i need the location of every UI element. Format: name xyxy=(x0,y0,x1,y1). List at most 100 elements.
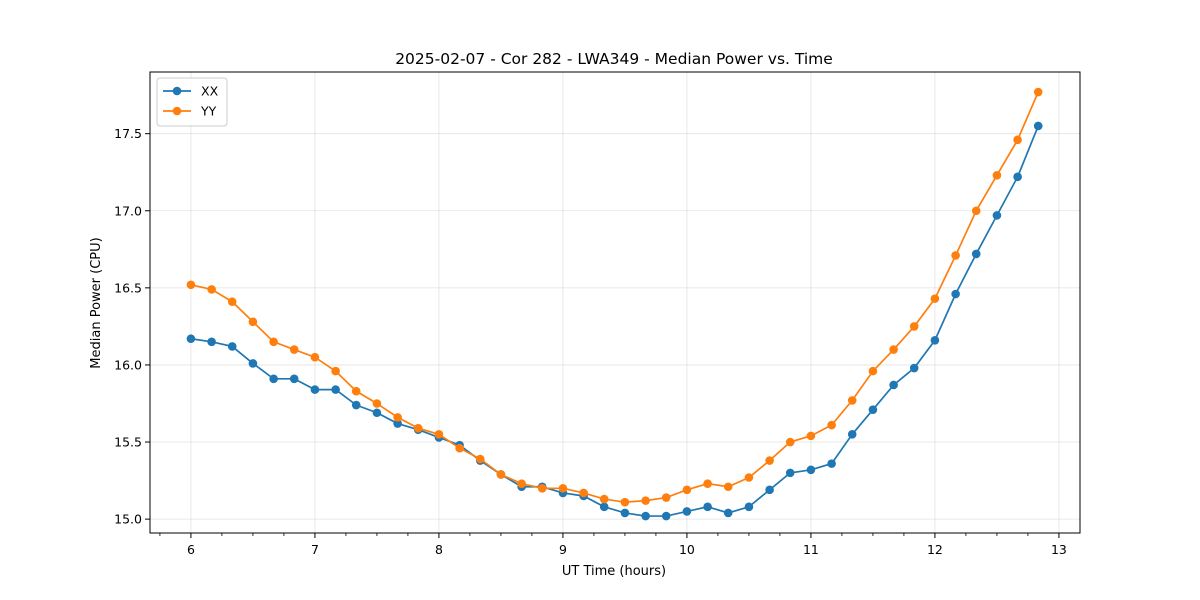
data-point-xx xyxy=(351,400,361,410)
y-axis-label: Median Power (CPU) xyxy=(89,237,104,368)
data-point-xx xyxy=(620,508,630,518)
data-point-xx xyxy=(785,468,795,478)
data-point-yy xyxy=(827,420,836,430)
data-point-xx xyxy=(930,335,940,345)
y-tick-label: 15.5 xyxy=(114,435,142,450)
data-point-yy xyxy=(641,496,650,505)
data-point-yy xyxy=(186,280,196,290)
data-point-yy xyxy=(289,345,299,354)
data-point-yy xyxy=(930,294,940,303)
data-point-yy xyxy=(269,337,278,347)
data-point-xx xyxy=(641,511,650,521)
legend-marker-xx xyxy=(172,86,182,96)
legend-label-xx: XX xyxy=(201,84,219,99)
data-point-yy xyxy=(558,483,568,493)
data-point-yy xyxy=(248,317,258,327)
data-point-yy xyxy=(682,485,692,495)
x-tick-label: 11 xyxy=(803,542,819,557)
data-point-yy xyxy=(372,399,382,408)
y-tick-label: 16.0 xyxy=(114,357,142,372)
y-tick-label: 17.0 xyxy=(114,203,142,218)
chart-title: 2025-02-07 - Cor 282 - LWA349 - Median P… xyxy=(395,50,833,68)
data-point-xx xyxy=(847,430,857,439)
data-point-yy xyxy=(579,488,588,498)
legend-label-yy: YY xyxy=(200,104,217,119)
data-point-yy xyxy=(537,483,547,493)
data-point-xx xyxy=(744,502,754,512)
data-point-xx xyxy=(393,419,402,428)
data-point-yy xyxy=(1033,87,1043,97)
data-point-yy xyxy=(806,431,816,441)
data-point-yy xyxy=(951,251,960,260)
data-point-yy xyxy=(1013,135,1022,145)
x-tick-label: 13 xyxy=(1051,542,1067,557)
data-point-xx xyxy=(1033,121,1043,131)
data-point-yy xyxy=(992,171,1002,180)
data-point-xx xyxy=(1013,172,1022,182)
data-point-yy xyxy=(868,366,878,376)
data-point-xx xyxy=(661,511,671,521)
data-point-xx xyxy=(227,342,237,351)
data-point-xx xyxy=(310,385,320,394)
data-point-yy xyxy=(207,285,216,294)
data-point-yy xyxy=(971,206,981,216)
data-point-yy xyxy=(661,493,671,502)
data-point-yy xyxy=(744,473,754,482)
y-tick-label: 16.5 xyxy=(114,280,142,295)
x-tick-label: 6 xyxy=(187,542,195,557)
data-point-xx xyxy=(723,508,733,518)
x-tick-label: 10 xyxy=(679,542,695,557)
data-point-xx xyxy=(269,374,278,384)
data-point-xx xyxy=(806,465,816,475)
data-point-yy xyxy=(517,479,526,488)
data-point-xx xyxy=(331,385,340,394)
data-point-yy xyxy=(475,454,485,464)
data-point-xx xyxy=(951,289,960,299)
data-point-yy xyxy=(599,494,609,504)
data-point-yy xyxy=(889,345,898,354)
data-point-yy xyxy=(723,482,733,492)
legend-marker-yy xyxy=(172,106,182,116)
data-point-yy xyxy=(393,413,402,422)
data-point-xx xyxy=(372,408,382,418)
y-tick-label: 15.0 xyxy=(114,512,142,527)
data-point-xx xyxy=(868,405,878,414)
data-point-yy xyxy=(227,297,237,307)
data-point-yy xyxy=(620,497,630,507)
data-point-yy xyxy=(909,322,919,331)
data-point-yy xyxy=(310,352,320,362)
data-point-xx xyxy=(889,380,898,390)
data-point-xx xyxy=(248,359,258,368)
data-point-xx xyxy=(992,211,1002,220)
data-point-yy xyxy=(703,479,712,488)
x-tick-label: 8 xyxy=(435,542,443,557)
y-tick-label: 17.5 xyxy=(114,126,142,141)
data-point-yy xyxy=(785,437,795,447)
data-point-yy xyxy=(765,456,774,465)
data-point-xx xyxy=(909,363,919,373)
data-point-xx xyxy=(971,249,981,259)
data-point-xx xyxy=(682,507,692,516)
legend: XX YY xyxy=(156,77,228,127)
x-axis-label: UT Time (hours) xyxy=(562,564,666,579)
data-point-yy xyxy=(351,386,361,396)
data-point-xx xyxy=(599,502,609,512)
data-point-xx xyxy=(207,337,216,347)
data-point-yy xyxy=(413,423,423,433)
data-point-yy xyxy=(434,430,444,439)
x-tick-label: 12 xyxy=(927,542,943,557)
data-point-yy xyxy=(455,443,464,453)
axes-frame xyxy=(149,71,1081,534)
data-point-xx xyxy=(765,485,774,495)
x-tick-label: 9 xyxy=(559,542,567,557)
x-tick-label: 7 xyxy=(311,542,319,557)
data-point-yy xyxy=(496,470,506,479)
data-point-xx xyxy=(827,459,836,468)
data-point-xx xyxy=(186,334,196,344)
data-point-yy xyxy=(847,396,857,405)
data-point-yy xyxy=(331,366,340,376)
plot-area: 6 7 8 9 10 11 12 13 15.0 15.5 16.0 16.5 17.0 17.5 XX YY xyxy=(114,71,1081,557)
data-point-xx xyxy=(289,374,299,384)
data-point-xx xyxy=(703,502,712,512)
